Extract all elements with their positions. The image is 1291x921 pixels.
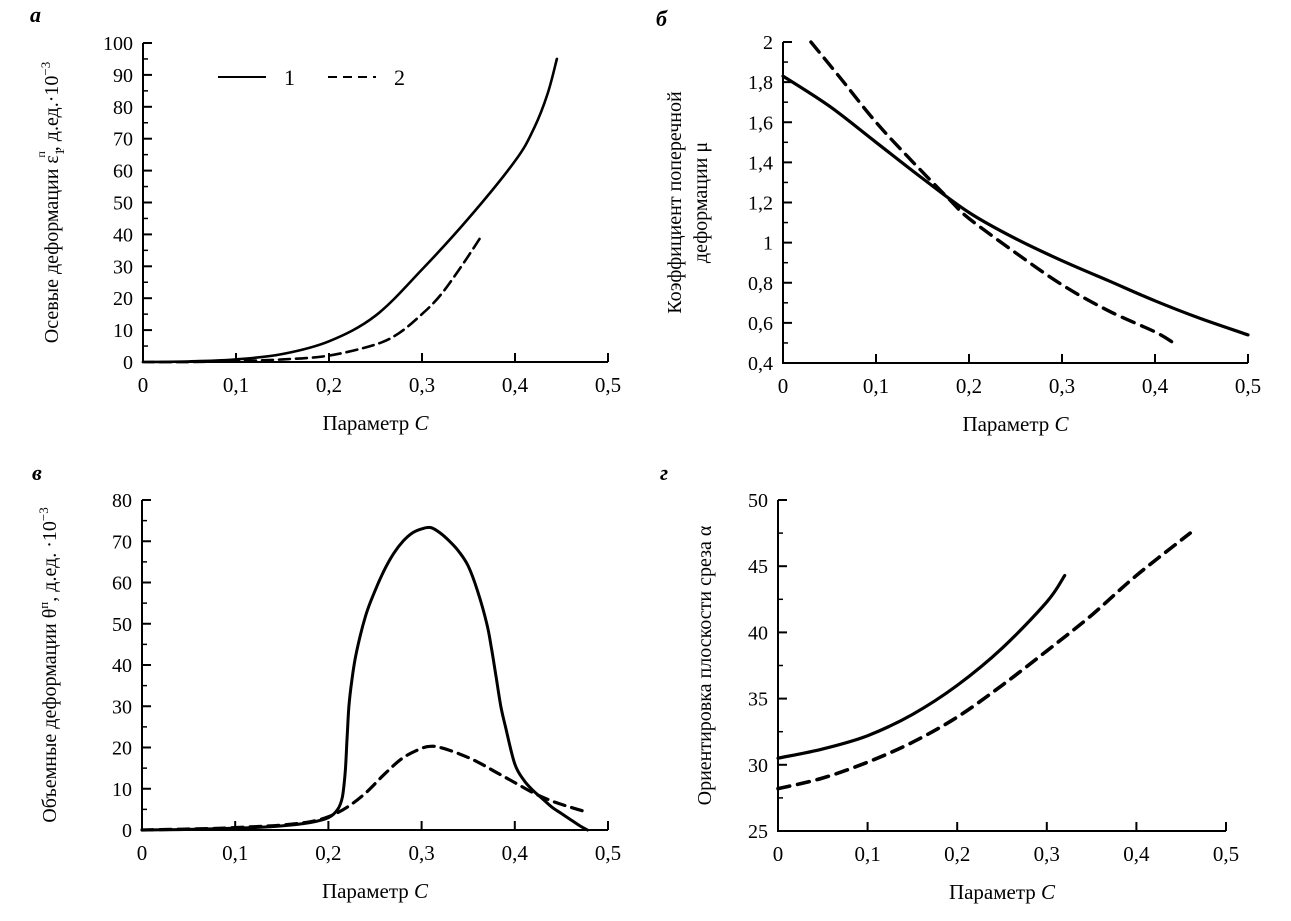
x-tick-label: 0,5: [595, 373, 621, 397]
x-tick-label: 0,2: [315, 841, 341, 865]
curve-2-dashed: [140, 744, 587, 832]
y-tick-label: 0,6: [748, 313, 773, 335]
y-tick-label: 30: [748, 755, 768, 777]
y-tick-label: 40: [113, 224, 133, 246]
curve-1-solid: [776, 573, 1067, 760]
x-tick-label: 0,4: [1123, 842, 1150, 866]
y-tick-label: 0: [122, 820, 132, 842]
y-tick-label: 0: [123, 352, 133, 374]
curve-2-dashed: [141, 233, 484, 364]
panel-b-chart: 0,4 0,6 0,8 1 1,2 1,4 1,6 1,8 2 0 0,1 0,2 0,3 0,4 0,5 К…: [664, 32, 1261, 436]
x-tick-label: 0,3: [409, 373, 435, 397]
x-axis-title: Параметр С: [962, 412, 1069, 436]
y-axis-title: Ориентировка плоскости среза α: [694, 525, 716, 805]
y-tick-label: 40: [748, 622, 768, 644]
y-tick-label: 2: [763, 32, 773, 54]
x-tick-label: 0: [773, 842, 784, 866]
y-tick-label: 50: [112, 614, 132, 636]
curve-2-dashed: [809, 40, 1176, 345]
x-tick-label: 0,2: [956, 374, 982, 398]
x-tick-label: 0,2: [944, 842, 970, 866]
axes: 25 30 35 40 45 50 0 0,1 0,2 0,3 0,4 0,5: [748, 490, 1239, 866]
x-axis-title: Параметр С: [322, 411, 429, 435]
y-axis-title: Осевые деформации ε1п, д.ед.·10−3: [34, 62, 67, 343]
y-tick-label: 10: [113, 320, 133, 342]
x-tick-label: 0,1: [863, 374, 889, 398]
x-tick-label: 0: [138, 373, 149, 397]
y-tick-label: 1,6: [748, 112, 773, 134]
y-tick-label: 0,8: [748, 273, 773, 295]
y-tick-label: 40: [112, 655, 132, 677]
x-axis-title: Параметр С: [949, 880, 1056, 904]
y-tick-label: 80: [113, 97, 133, 119]
axes: 0,4 0,6 0,8 1 1,2 1,4 1,6 1,8 2 0 0,1 0,2 0,3 0,4 0,5: [748, 32, 1261, 398]
y-tick-label: 60: [112, 573, 132, 595]
y-tick-label: 30: [112, 696, 132, 718]
x-tick-label: 0,5: [1235, 374, 1261, 398]
x-tick-label: 0,2: [316, 373, 342, 397]
x-tick-label: 0,5: [595, 841, 621, 865]
legend-label-1: 1: [284, 65, 295, 90]
y-tick-label: 1,8: [748, 72, 773, 94]
y-axis-title: Коэффициент поперечной: [664, 91, 686, 314]
curve-1-solid: [140, 525, 589, 832]
y-tick-label: 1,2: [748, 193, 773, 215]
panel-g-chart: 25 30 35 40 45 50 0 0,1 0,2 0,3 0,4 0,5 Ориентировка…: [694, 490, 1239, 904]
y-tick-label: 90: [113, 65, 133, 87]
panel-b-letter: б: [656, 6, 667, 31]
y-tick-label: 1,4: [748, 152, 773, 174]
x-tick-label: 0: [778, 374, 789, 398]
y-tick-label: 20: [113, 288, 133, 310]
panel-v-letter: в: [32, 460, 42, 485]
x-tick-label: 0,3: [1034, 842, 1060, 866]
x-tick-label: 0,1: [223, 373, 249, 397]
legend-label-2: 2: [394, 65, 405, 90]
y-tick-label: 80: [112, 490, 132, 512]
y-tick-label: 20: [112, 738, 132, 760]
y-tick-label: 1: [763, 233, 773, 255]
y-tick-label: 25: [748, 821, 768, 843]
y-tick-label: 35: [748, 689, 768, 711]
y-tick-label: 70: [112, 531, 132, 553]
curve-2-dashed: [776, 531, 1192, 791]
x-tick-label: 0,4: [502, 373, 529, 397]
curve-1-solid: [141, 57, 559, 364]
x-tick-label: 0,3: [408, 841, 434, 865]
x-tick-label: 0,4: [1142, 374, 1169, 398]
y-tick-label: 100: [103, 33, 133, 55]
panel-a-letter: а: [30, 2, 41, 27]
y-tick-label: 30: [113, 256, 133, 278]
panel-g-letter: г: [660, 460, 669, 485]
axes: 0 10 20 30 40 50 60 70 80 0 0,1 0,2 0,3 0,4 0,5: [112, 490, 621, 865]
x-axis-title: Параметр С: [322, 879, 429, 903]
panel-a-chart: 0 10 20 30 40 50 60 70 80 90 100 0 0,1 0,2 0,3 0,4 0,5 Ос…: [34, 33, 621, 435]
y-tick-label: 50: [113, 193, 133, 215]
y-tick-label: 0,4: [748, 353, 773, 375]
axes: 0 10 20 30 40 50 60 70 80 90 100 0 0,1 0,2 0,3 0,4 0,5: [103, 33, 621, 397]
x-tick-label: 0,5: [1213, 842, 1239, 866]
y-tick-label: 70: [113, 129, 133, 151]
y-axis-title: деформации μ: [690, 142, 712, 263]
y-tick-label: 60: [113, 161, 133, 183]
x-tick-label: 0,1: [854, 842, 880, 866]
x-tick-label: 0,3: [1049, 374, 1075, 398]
y-tick-label: 10: [112, 779, 132, 801]
panel-v-chart: 0 10 20 30 40 50 60 70 80 0 0,1 0,2 0,3 0,4 0,5 Объемны…: [36, 490, 621, 903]
x-tick-label: 0: [137, 841, 148, 865]
x-tick-label: 0,1: [222, 841, 248, 865]
y-axis-title: Объемные деформации θп, д.ед. ·10−3: [36, 507, 61, 823]
x-tick-label: 0,4: [502, 841, 529, 865]
y-tick-label: 45: [748, 556, 768, 578]
y-tick-label: 50: [748, 490, 768, 512]
curve-1-solid: [781, 74, 1250, 337]
